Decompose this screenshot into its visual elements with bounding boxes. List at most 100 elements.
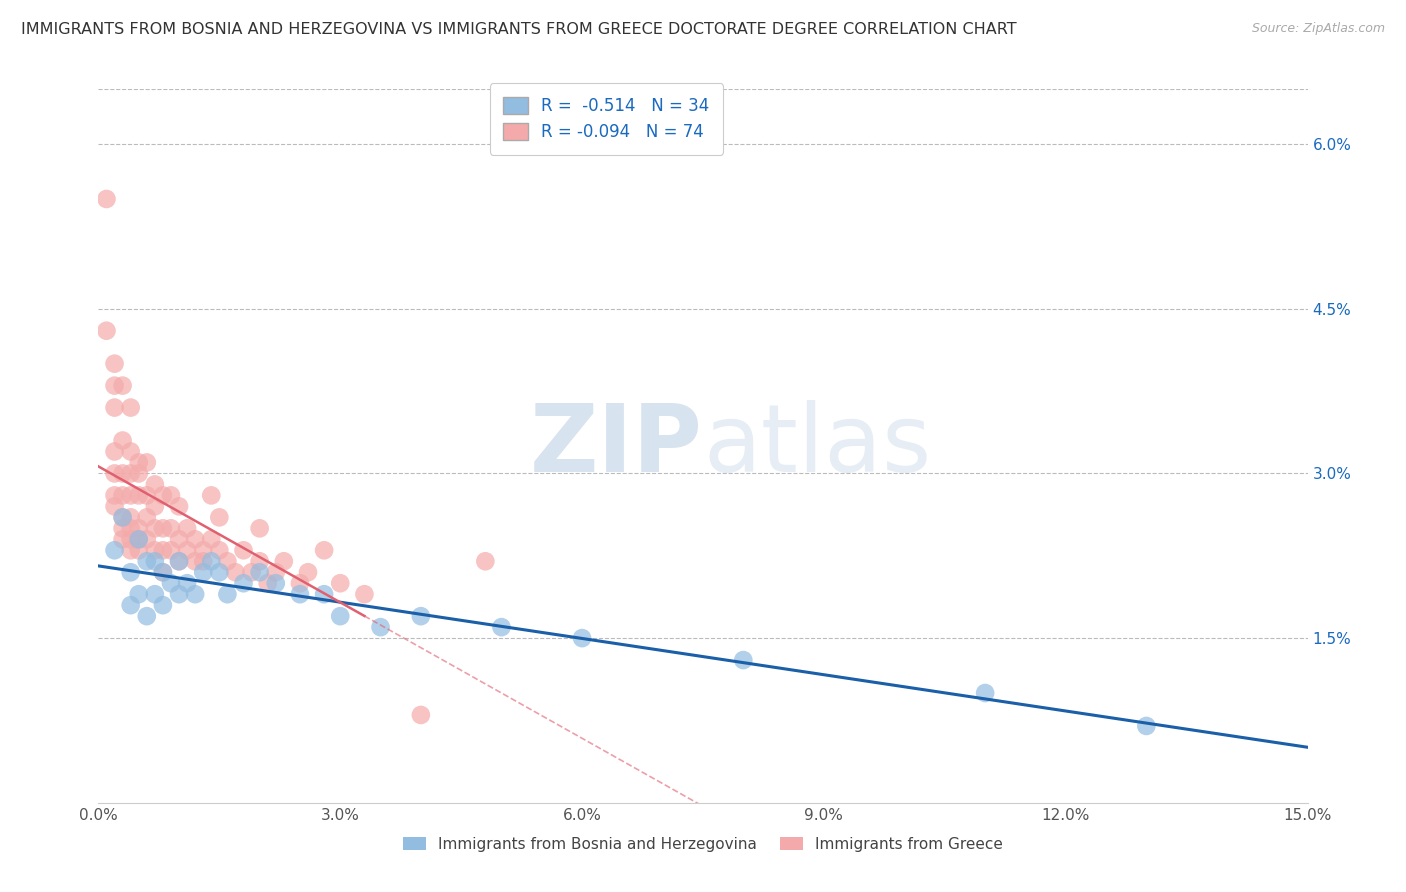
Point [314,587,336,601]
Point [193,566,215,580]
Point [111,521,134,535]
Point [176,576,198,591]
Point [409,609,432,624]
Point [128,587,150,601]
Point [176,543,198,558]
Point [135,488,157,502]
Point [120,598,142,612]
Point [160,576,183,591]
Point [409,708,432,723]
Point [103,357,125,371]
Point [232,576,254,591]
Point [143,543,166,558]
Point [249,521,271,535]
Point [143,587,166,601]
Point [974,686,997,700]
Point [111,510,134,524]
Point [103,467,125,481]
Point [143,477,166,491]
Point [120,467,142,481]
Point [167,500,190,514]
Point [128,455,150,469]
Point [297,566,319,580]
Point [256,576,278,591]
Point [143,521,166,535]
Point [167,533,190,547]
Point [491,620,513,634]
Point [152,488,174,502]
Point [111,510,134,524]
Point [103,543,125,558]
Point [329,576,352,591]
Point [288,587,311,601]
Point [135,609,157,624]
Point [1135,719,1157,733]
Point [370,620,392,634]
Point [329,609,352,624]
Point [111,434,134,448]
Point [120,566,142,580]
Point [224,566,246,580]
Point [152,566,174,580]
Point [152,566,174,580]
Point [128,488,150,502]
Point [120,510,142,524]
Point [176,521,198,535]
Point [264,576,287,591]
Point [232,543,254,558]
Point [160,488,183,502]
Point [96,192,118,206]
Point [264,566,287,580]
Point [314,543,336,558]
Text: IMMIGRANTS FROM BOSNIA AND HERZEGOVINA VS IMMIGRANTS FROM GREECE DOCTORATE DEGRE: IMMIGRANTS FROM BOSNIA AND HERZEGOVINA V… [21,22,1017,37]
Point [103,488,125,502]
Point [120,521,142,535]
Point [103,500,125,514]
Point [208,510,231,524]
Point [120,401,142,415]
Point [152,543,174,558]
Point [200,533,222,547]
Point [733,653,755,667]
Point [120,444,142,458]
Point [160,543,183,558]
Point [103,444,125,458]
Point [184,554,207,568]
Point [167,587,190,601]
Point [128,533,150,547]
Point [288,576,311,591]
Point [111,533,134,547]
Point [120,543,142,558]
Point [135,554,157,568]
Point [128,543,150,558]
Point [273,554,295,568]
Point [160,521,183,535]
Point [135,533,157,547]
Point [128,521,150,535]
Point [217,554,239,568]
Point [184,587,207,601]
Point [249,554,271,568]
Point [167,554,190,568]
Legend: Immigrants from Bosnia and Herzegovina, Immigrants from Greece: Immigrants from Bosnia and Herzegovina, … [395,829,1011,859]
Point [353,587,375,601]
Point [120,488,142,502]
Point [571,631,593,645]
Point [103,401,125,415]
Point [193,554,215,568]
Point [128,533,150,547]
Point [249,566,271,580]
Point [143,500,166,514]
Point [120,533,142,547]
Point [200,488,222,502]
Point [240,566,263,580]
Text: atlas: atlas [703,400,931,492]
Point [184,533,207,547]
Point [152,521,174,535]
Text: Source: ZipAtlas.com: Source: ZipAtlas.com [1251,22,1385,36]
Point [208,566,231,580]
Point [143,554,166,568]
Text: ZIP: ZIP [530,400,703,492]
Point [96,324,118,338]
Point [103,378,125,392]
